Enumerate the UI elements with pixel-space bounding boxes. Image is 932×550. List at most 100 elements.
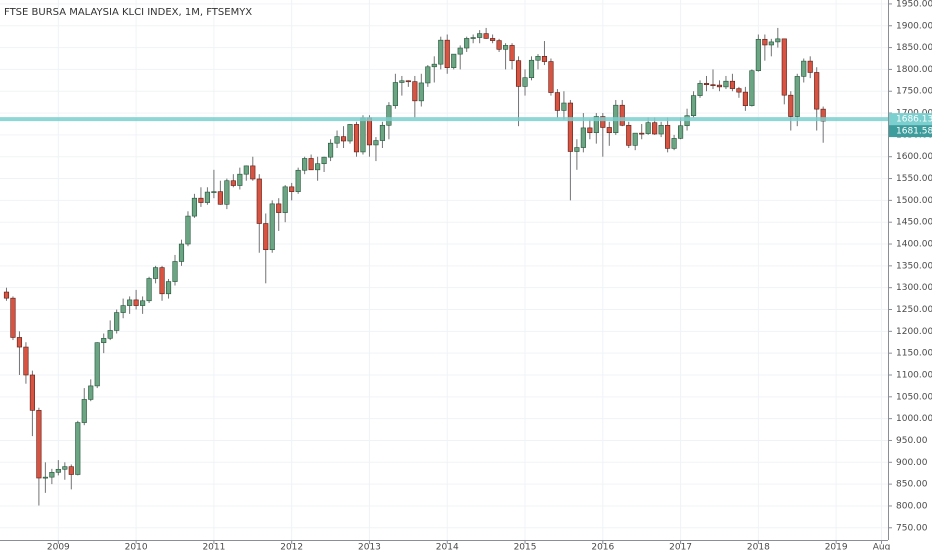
candle-body [3, 291, 10, 299]
price-label: 1686.13 [896, 115, 932, 125]
candle-body [140, 300, 146, 306]
candle-body [736, 88, 742, 93]
candle-body [295, 169, 301, 192]
y-tick-label: 1750.00 [896, 87, 932, 97]
candle-body [768, 41, 774, 46]
candle-body [807, 60, 813, 73]
candle-body [716, 84, 723, 88]
candle-body [574, 147, 580, 152]
candle-body [302, 158, 308, 171]
candle-body [68, 466, 74, 475]
candle-body [178, 243, 185, 262]
candle-body [289, 186, 295, 192]
candle-body [269, 203, 275, 251]
candle-body [561, 102, 567, 111]
y-tick-label: 1950.00 [896, 0, 932, 9]
candle-body [42, 476, 48, 479]
candle-body [457, 47, 463, 55]
candle-body [788, 94, 794, 117]
candle-body [412, 81, 418, 102]
candle-body [503, 45, 509, 50]
candle-body [347, 124, 353, 142]
x-tick-label: 2018 [747, 543, 770, 550]
candle-body [528, 59, 535, 79]
candle-body [671, 138, 677, 149]
candle-body [645, 122, 651, 134]
candle-body [451, 53, 457, 68]
candle-body [794, 76, 800, 117]
candle-body [781, 38, 787, 96]
candle-body [353, 124, 360, 153]
candle-body [366, 117, 373, 146]
candle-body [172, 261, 178, 282]
candle-body [729, 80, 736, 89]
candle-body [127, 299, 133, 306]
candle-body [801, 60, 807, 77]
y-tick-label: 1500.00 [896, 196, 932, 206]
candle-body [470, 37, 476, 39]
candle-body [639, 132, 645, 135]
candle-body [159, 267, 165, 295]
candle-body [626, 124, 632, 146]
candle-body [405, 80, 411, 83]
candle-body [114, 312, 120, 331]
candle-body [62, 466, 68, 470]
y-tick-label: 1350.00 [896, 261, 932, 271]
x-tick-label: 2016 [591, 543, 614, 550]
candle-body [133, 299, 139, 306]
y-tick-label: 1100.00 [896, 370, 932, 380]
candle-body [204, 191, 210, 203]
candle-body [658, 124, 664, 135]
candle-body [328, 142, 334, 158]
candle-body [185, 215, 191, 245]
candle-body [230, 180, 236, 186]
candle-body [198, 197, 204, 203]
candle-body [703, 83, 710, 85]
candle-body [535, 56, 541, 61]
candle-body [548, 61, 554, 93]
candle-body [554, 92, 560, 111]
x-tick-label: 2012 [280, 543, 303, 550]
candle-body [496, 40, 502, 50]
candle-body [665, 124, 671, 149]
y-tick-label: 1600.00 [896, 152, 932, 162]
y-tick-label: 1900.00 [896, 21, 932, 31]
y-tick-label: 1550.00 [896, 174, 932, 184]
candle-body [600, 116, 606, 128]
x-tick-label: 2013 [358, 543, 381, 550]
candle-body [742, 91, 748, 106]
candle-body [580, 127, 586, 148]
candle-body [632, 132, 638, 146]
candle-body [211, 191, 217, 193]
y-tick-label: 1450.00 [896, 218, 932, 228]
y-tick-label: 1200.00 [896, 327, 932, 337]
candle-body [10, 297, 16, 338]
y-tick-label: 1300.00 [896, 283, 932, 293]
candle-body [418, 82, 424, 102]
candle-body [477, 33, 483, 38]
candle-body [723, 80, 729, 88]
x-tick-label: 2014 [436, 543, 459, 550]
candle-body [444, 39, 450, 68]
candle-body [152, 267, 159, 279]
candle-body [75, 422, 81, 475]
chart-title: FTSE BURSA MALAYSIA KLCI INDEX, 1M, FTSE… [4, 7, 252, 18]
candle-body [749, 70, 755, 106]
candle-body [438, 39, 444, 65]
candle-body [334, 136, 340, 144]
y-tick-label: 1400.00 [896, 240, 932, 250]
candle-body [88, 385, 94, 400]
candle-body [379, 124, 385, 141]
candle-body [678, 125, 684, 139]
y-tick-label: 1000.00 [896, 414, 932, 424]
candle-body [243, 165, 249, 175]
candle-body [16, 337, 23, 348]
candle-body [490, 38, 496, 41]
candle-body [146, 278, 152, 302]
candle-body [399, 80, 405, 83]
candle-body [101, 338, 107, 343]
candle-body [165, 281, 172, 295]
last-price-label-bg [889, 125, 932, 138]
candle-body [81, 399, 87, 423]
